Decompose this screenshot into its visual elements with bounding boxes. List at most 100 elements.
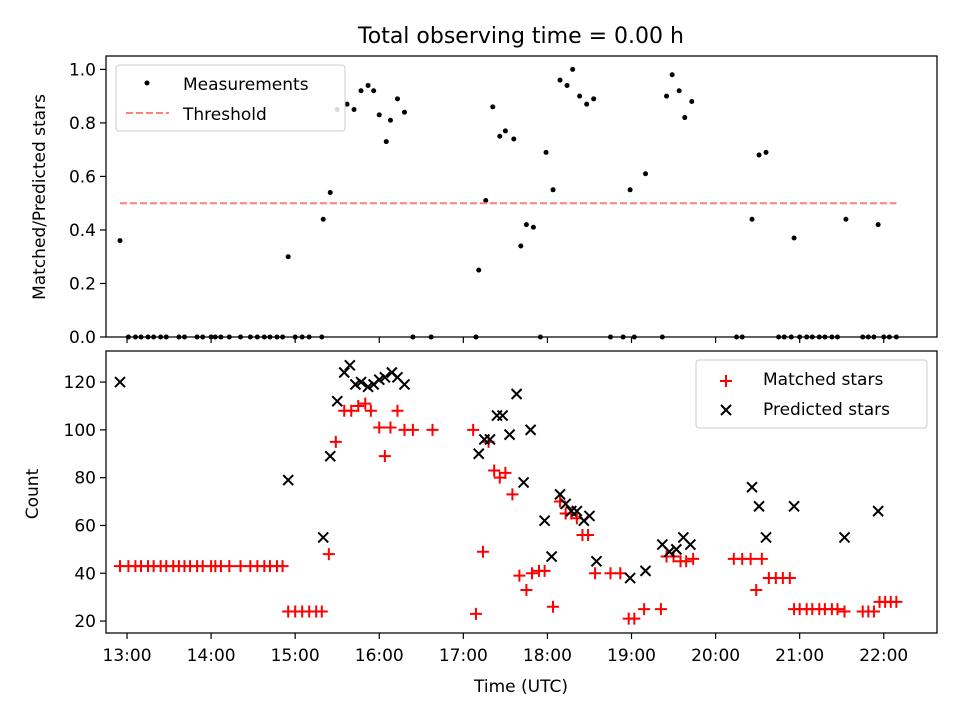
x-tick-label: 22:00 [859,646,908,666]
x-tick-label: 19:00 [607,646,656,666]
measurements-point [358,88,364,94]
matched-stars-point [547,600,560,613]
measurements-point [511,136,517,142]
predicted-stars-point [663,546,676,558]
measurements-point [570,66,576,72]
x-axis-label: Time (UTC) [473,677,568,697]
predicted-stars-point [517,476,530,489]
predicted-stars-point [746,481,758,493]
measurements-point [320,216,326,222]
predicted-stars-point [760,531,772,544]
matched-stars-point [526,567,539,580]
bottom-panel: Count Time (UTC) 20 40 60 80 100 120 13:00 14:0… [23,350,938,697]
bottom-y-tick-label: 100 [64,421,96,441]
predicted-stars-point [355,376,367,388]
legend-matched-marker [720,375,732,387]
predicted-stars-point [639,565,652,577]
matched-stars-point [654,603,667,616]
predicted-stars-point [503,428,516,441]
measurements-point [756,152,762,158]
legend-measurements-label: Measurements [183,75,309,95]
matched-stars-point [831,603,844,616]
measurements-point [530,224,536,230]
predicted-stars-point [788,500,800,513]
bottom-y-tick-label: 120 [64,373,96,393]
matched-stars-point [391,404,404,417]
measurements-point [791,235,797,241]
x-tick-label: 16:00 [355,646,404,666]
top-y-tick-label: 0.8 [69,114,96,134]
measurements-point [689,98,695,104]
predicted-stars-point [510,388,523,400]
top-legend: Measurements Threshold [115,64,346,132]
measurements-point [327,189,333,195]
measurements-point [344,101,350,107]
matched-stars-point [476,545,489,558]
matched-stars-point [628,612,641,625]
predicted-stars-point [524,424,537,436]
x-tick-label: 15:00 [271,646,320,666]
x-tick-label: 21:00 [775,646,824,666]
bottom-axes: 20 40 60 80 100 120 13:00 14:00 15:00 16:00 17:00 1… [64,373,909,666]
legend-predicted-label: Predicted stars [763,400,890,420]
matched-stars-point [359,397,372,410]
bottom-y-tick-label: 60 [74,516,96,536]
bottom-legend: Matched stars Predicted stars [695,359,928,429]
predicted-stars-point [571,505,583,517]
predicted-stars-point [684,538,697,551]
chart-title: Total observing time = 0.00 h [357,24,684,49]
top-axes: 0.0 0.2 0.4 0.6 0.8 1.0 [69,60,885,348]
measurements-point [497,133,503,139]
matched-stars-point [469,607,482,620]
measurements-point [664,93,670,99]
predicted-stars-point [670,543,683,556]
matched-stars-point [467,423,480,436]
matched-stars-point [499,466,512,479]
measurements-point [564,82,570,88]
matched-stars-point [520,583,533,596]
matched-stars-point [589,567,602,580]
matched-stars-point [614,567,627,580]
top-y-axis-label: Matched/Predicted stars [30,94,50,300]
bottom-plot-area [114,359,903,625]
matched-stars-point [687,552,700,565]
predicted-stars-point [753,500,765,513]
predicted-stars-point [324,450,336,462]
x-tick-label: 14:00 [187,646,236,666]
predicted-stars-point [496,409,509,422]
matched-stars-point [582,529,595,542]
measurements-point [843,216,849,222]
measurements-point [394,96,400,102]
measurements-point [550,187,556,193]
matched-stars-point [329,435,342,448]
measurements-point [584,101,590,107]
bottom-y-tick-label: 20 [74,612,96,632]
measurements-point [476,267,482,273]
predicted-stars-point [398,378,411,391]
predicted-stars-point [590,555,603,568]
measurements-point [285,254,291,260]
measurements-point [401,109,407,115]
matched-stars-point [838,605,851,618]
predicted-stars-point [559,498,572,510]
matched-stars-point [506,488,519,501]
top-y-tick-label: 0.4 [69,221,96,241]
matched-stars-point [890,595,903,608]
measurements-point [518,243,524,249]
x-tick-label: 18:00 [523,646,572,666]
predicted-stars-point [331,395,343,407]
matched-stars-point [378,450,391,463]
top-legend-box [115,64,346,132]
predicted-stars-point [317,531,329,544]
measurements-point [676,88,682,94]
predicted-stars-point [338,366,350,379]
matched-stars-point [638,603,651,616]
top-y-tick-label: 1.0 [69,60,96,80]
matched-stars-point [538,564,551,577]
bottom-axes-frame [105,350,938,634]
measurements-point [669,72,675,78]
matched-stars-point [315,605,328,618]
predicted-stars-point [624,572,636,584]
measurements-point [577,93,583,99]
predicted-stars-point [538,514,551,527]
